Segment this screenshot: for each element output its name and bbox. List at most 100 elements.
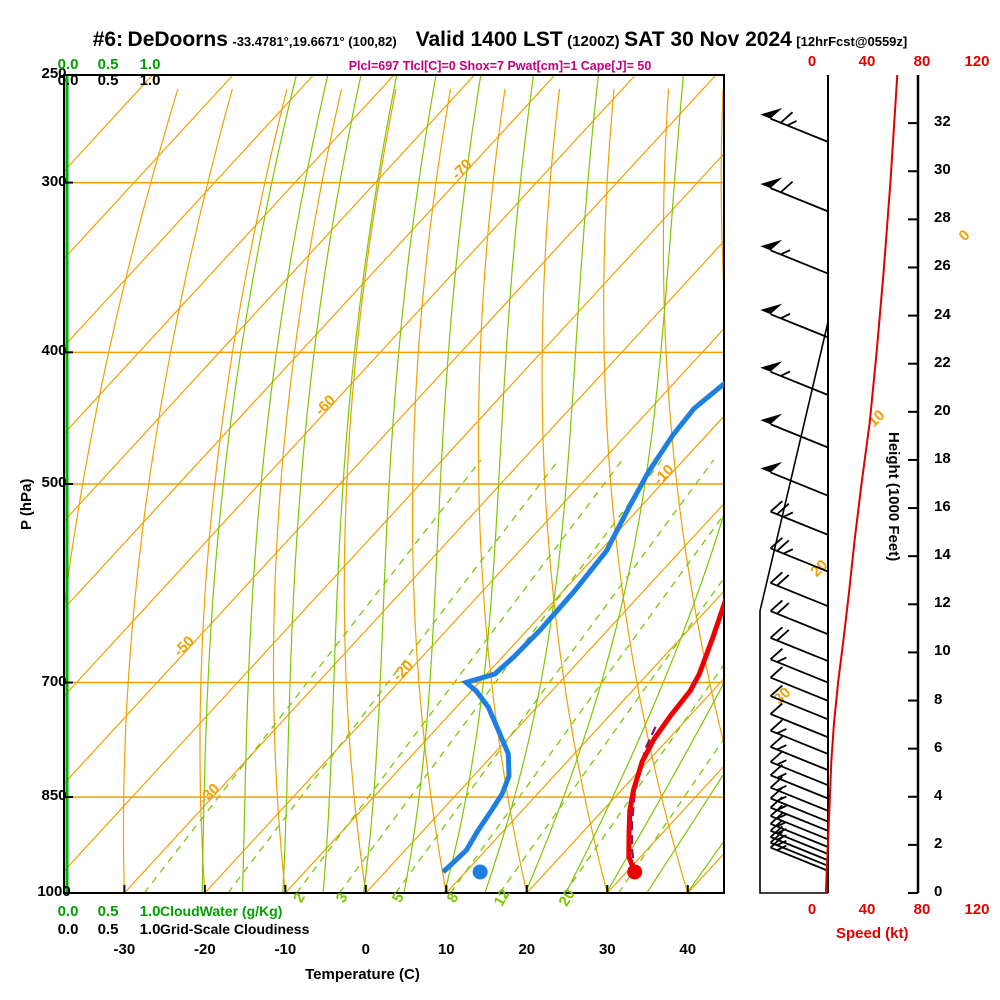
speed-profile: [824, 74, 899, 894]
isotherm-line: [64, 75, 395, 435]
wind-barb: [760, 413, 829, 449]
height-tick-label: 22: [934, 353, 951, 371]
cloudiness-tick-label-bottom: 1.0: [139, 921, 161, 938]
wind-panel-border: [759, 75, 829, 894]
wind-barb: [769, 836, 829, 872]
isotherm-line: [64, 75, 234, 260]
cloudiness-tick-label-bottom: 0.0: [57, 921, 79, 938]
wind-barb: [769, 831, 829, 867]
height-tick-label: 0: [934, 883, 943, 900]
dry-adiabat-line: [64, 88, 179, 613]
moist-adiabat-line: [605, 681, 724, 893]
surface-temperature: [627, 864, 643, 880]
height-tick-label: 30: [934, 161, 951, 179]
dry-adiabat-line: [199, 88, 288, 893]
moist-adiabat-line: [282, 75, 362, 893]
height-tick-label: 12: [934, 594, 951, 612]
cloudiness-tick-label-bottom: 0.5: [97, 921, 119, 938]
temperature-tick-label: -30: [113, 941, 136, 958]
moist-adiabat-line: [201, 75, 297, 893]
speed-tick-label-bottom: 0: [807, 901, 817, 918]
height-tick-label: 2: [934, 834, 943, 852]
speed-tick-label-top: 40: [858, 53, 876, 70]
cloudiness-tick-label-top: 1.0: [139, 72, 161, 89]
cloudiness-tick-label-top: 0.5: [97, 72, 119, 89]
station-name: DeDoorns: [127, 28, 228, 51]
wind-barb: [760, 361, 829, 396]
height-tick-label: 32: [934, 113, 951, 131]
speed-tick-label-top: 0: [807, 53, 817, 70]
valid-time-utc: (1200Z): [567, 33, 620, 50]
temperature-tick-label: 10: [437, 941, 455, 958]
temperature-tick-label: 40: [679, 941, 697, 958]
temperature-tick-label: 0: [361, 941, 370, 958]
moist-adiabat-line: [443, 75, 535, 893]
wind-barb: [769, 735, 829, 771]
mixing-ratio-line: [395, 459, 715, 893]
dry-adiabat-line: [541, 88, 608, 893]
wind-barb: [760, 461, 829, 497]
speed-tick-label-bottom: 120: [964, 901, 990, 918]
height-tick-label: 26: [934, 257, 951, 275]
height-tick-label: 14: [934, 546, 951, 564]
pressure-tick-label: 250: [41, 65, 67, 82]
mixing-ratio-line: [143, 459, 482, 893]
height-tick-label: 18: [934, 449, 951, 467]
height-tick-label: 10: [934, 642, 951, 660]
wind-barb: [760, 303, 829, 339]
dewpoint-profile: [441, 380, 724, 874]
cloudwater-tick-label-top: 0.5: [97, 56, 119, 73]
forecast-tag: [12hrFcst@0559z]: [796, 34, 908, 49]
pressure-tick-label: 400: [41, 342, 67, 360]
pressure-tick-label: 1000: [37, 883, 71, 900]
cloudiness-axis-label: Grid-Scale Cloudiness: [160, 921, 310, 937]
wind-barb: [769, 599, 829, 636]
wind-barb: [760, 239, 829, 275]
pressure-tick-label: 850: [41, 787, 67, 805]
wind-barb: [769, 702, 829, 739]
isotherm-line: [64, 75, 314, 348]
mixing-ratio-line: [564, 663, 724, 893]
pressure-tick-label: 700: [41, 672, 67, 690]
wind-barb: [769, 500, 829, 536]
cloudwater-tick-label-bottom: 1.0: [139, 903, 161, 920]
dry-adiabat-lines: [64, 88, 724, 893]
height-tick-label: 8: [934, 690, 943, 708]
temperature-axis-label: Temperature (C): [305, 966, 420, 983]
moist-adiabat-line: [565, 512, 724, 893]
cloudwater-tick-label-bottom: 0.5: [97, 903, 119, 920]
mixing-ratio-line: [338, 459, 663, 893]
dry-adiabat-line: [412, 88, 452, 893]
surface-dewpoint: [472, 864, 488, 880]
sounding-parameters: Plcl=697 Tlcl[C]=0 Shox=7 Pwat[cm]=1 Cap…: [348, 59, 652, 73]
station-coords: -33.4781°,19.6671° (100,82): [232, 34, 397, 49]
wind-barb: [769, 666, 829, 702]
mixing-ratio-label: 12: [491, 886, 514, 909]
dry-adiabat-line: [662, 88, 724, 746]
wind-barb: [769, 648, 829, 684]
cloudiness-tick-label-top: 0.0: [57, 72, 79, 89]
moist-adiabat-line: [403, 75, 482, 893]
valid-date: SAT 30 Nov 2024: [624, 28, 792, 51]
cloudwater-tick-label-bottom: 0.0: [57, 903, 79, 920]
wind-barb: [760, 177, 829, 213]
height-tick-label: 6: [934, 738, 943, 756]
wind-barb: [769, 719, 829, 755]
cloudwater-axis-label: CloudWater (g/Kg): [160, 903, 283, 919]
temperature-tick-label: -20: [194, 941, 216, 958]
wind-barb: [769, 684, 829, 721]
wind-barb: [769, 804, 829, 841]
mixing-ratio-line: [227, 459, 560, 893]
pressure-tick-label: 500: [41, 474, 67, 491]
dry-adiabat-line: [122, 88, 233, 893]
mixing-ratio-line: [449, 513, 724, 893]
isotherm-line: [365, 502, 724, 893]
mixing-ratio-line: [296, 459, 623, 893]
wind-barb: [769, 626, 829, 662]
temperature-tick-label: -10: [274, 941, 297, 958]
valid-time: Valid 1400 LST: [415, 28, 563, 51]
page-title: #6: DeDoorns -33.4781°,19.6671° (100,82)…: [0, 28, 1000, 52]
